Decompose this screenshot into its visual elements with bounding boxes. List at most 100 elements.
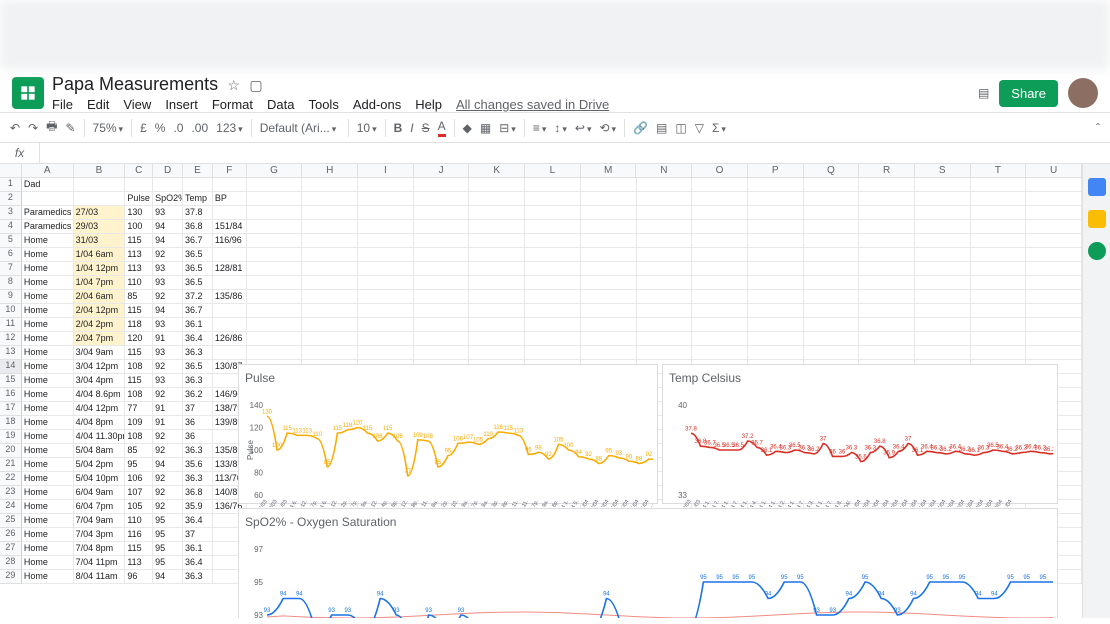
col-header[interactable]: S (915, 164, 971, 177)
row-header[interactable]: 7 (0, 262, 22, 276)
cell[interactable] (302, 318, 358, 332)
cell[interactable] (971, 332, 1027, 346)
cell[interactable]: 35.9 (183, 500, 213, 514)
cell[interactable] (302, 206, 358, 220)
cell[interactable]: 110 (125, 276, 153, 290)
cell[interactable] (213, 346, 247, 360)
cell[interactable]: Home (22, 304, 74, 318)
cell[interactable]: 27/03 (74, 206, 126, 220)
cell[interactable]: Pulse (125, 192, 153, 206)
cell[interactable]: 6/04 9am (74, 486, 126, 500)
cell[interactable] (525, 318, 581, 332)
cell[interactable] (637, 192, 693, 206)
cell[interactable]: 107 (125, 486, 153, 500)
cell[interactable] (971, 304, 1027, 318)
cell[interactable]: 110 (125, 514, 153, 528)
cell[interactable]: 108 (125, 388, 153, 402)
cell[interactable] (525, 346, 581, 360)
cell[interactable] (302, 178, 358, 192)
borders-button[interactable]: ▦ (480, 121, 491, 135)
cell[interactable]: 93 (153, 276, 183, 290)
cell[interactable] (859, 346, 915, 360)
cell[interactable] (692, 304, 748, 318)
cell[interactable] (469, 346, 525, 360)
cell[interactable] (74, 178, 126, 192)
cell[interactable] (525, 304, 581, 318)
cell[interactable]: 37.8 (183, 206, 213, 220)
row-header[interactable]: 1 (0, 178, 22, 192)
cell[interactable] (637, 318, 693, 332)
cell[interactable]: 91 (153, 416, 183, 430)
cell[interactable]: 118 (125, 318, 153, 332)
cell[interactable] (692, 220, 748, 234)
cell[interactable] (971, 192, 1027, 206)
print-icon[interactable]: 🖶 (46, 117, 57, 138)
cell[interactable]: 7/04 3pm (74, 528, 126, 542)
cell[interactable]: 2/04 2pm (74, 318, 126, 332)
menu-help[interactable]: Help (415, 97, 442, 112)
cell[interactable] (525, 234, 581, 248)
cell[interactable] (469, 248, 525, 262)
cell[interactable]: 126/86 (213, 332, 247, 346)
cell[interactable] (358, 290, 414, 304)
cell[interactable] (247, 346, 303, 360)
cell[interactable] (1026, 220, 1082, 234)
merge-button[interactable]: ⊟ (499, 121, 516, 135)
currency-button[interactable]: £ (140, 121, 147, 135)
cell[interactable]: 1/04 12pm (74, 262, 126, 276)
cell[interactable]: 37.2 (183, 290, 213, 304)
col-header[interactable]: G (247, 164, 303, 177)
cell[interactable] (581, 304, 637, 318)
cell[interactable] (213, 304, 247, 318)
cell[interactable] (469, 206, 525, 220)
col-header[interactable]: P (748, 164, 804, 177)
cell[interactable] (247, 262, 303, 276)
cell[interactable]: 93 (153, 346, 183, 360)
cell[interactable] (581, 248, 637, 262)
cell[interactable] (859, 276, 915, 290)
cell[interactable]: 93 (153, 262, 183, 276)
cell[interactable] (414, 318, 470, 332)
row-header[interactable]: 23 (0, 486, 22, 500)
cell[interactable] (414, 178, 470, 192)
cell[interactable]: 113 (125, 248, 153, 262)
cell[interactable] (525, 276, 581, 290)
cell[interactable] (1026, 332, 1082, 346)
cell[interactable]: Paramedics (22, 220, 74, 234)
cell[interactable] (247, 276, 303, 290)
cell[interactable] (302, 262, 358, 276)
cell[interactable]: 92 (153, 388, 183, 402)
cell[interactable]: 3/04 4pm (74, 374, 126, 388)
cell[interactable] (859, 206, 915, 220)
cell[interactable]: 6/04 7pm (74, 500, 126, 514)
cell[interactable] (859, 304, 915, 318)
cell[interactable]: 36.5 (183, 248, 213, 262)
col-header[interactable]: R (859, 164, 915, 177)
cell[interactable] (637, 220, 693, 234)
cell[interactable] (247, 332, 303, 346)
cell[interactable] (581, 332, 637, 346)
cell[interactable] (581, 234, 637, 248)
chart-button[interactable]: ◫ (675, 121, 686, 135)
cell[interactable]: 92 (153, 430, 183, 444)
star-icon[interactable]: ☆ (227, 77, 240, 94)
cell[interactable] (302, 276, 358, 290)
cell[interactable] (414, 332, 470, 346)
cell[interactable] (692, 276, 748, 290)
cell[interactable]: 115 (125, 542, 153, 556)
cell[interactable]: 95 (153, 528, 183, 542)
cell[interactable]: 5/04 2pm (74, 458, 126, 472)
cell[interactable]: 4/04 8.6pm (74, 388, 126, 402)
cell[interactable] (971, 178, 1027, 192)
cell[interactable]: 91 (153, 332, 183, 346)
cell[interactable]: Home (22, 556, 74, 570)
link-button[interactable]: 🔗 (633, 121, 648, 135)
percent-button[interactable]: % (155, 121, 166, 135)
cell[interactable]: 5/04 10pm (74, 472, 126, 486)
cell[interactable] (414, 234, 470, 248)
cell[interactable] (302, 248, 358, 262)
cell[interactable] (804, 248, 860, 262)
cell[interactable] (692, 248, 748, 262)
strike-button[interactable]: S (422, 121, 430, 135)
cell[interactable] (1026, 206, 1082, 220)
